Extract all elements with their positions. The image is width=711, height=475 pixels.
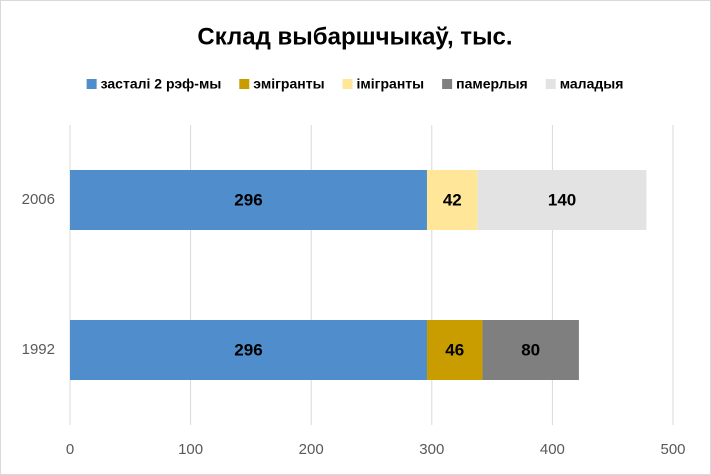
bar-segment (477, 170, 647, 230)
legend-label: эмігранты (253, 76, 324, 92)
legend-label: маладыя (560, 76, 624, 92)
legend-label: імігранты (357, 76, 425, 92)
data-label: 42 (443, 190, 462, 209)
data-label: 296 (234, 340, 262, 359)
y-tick-label: 1992 (22, 341, 55, 358)
y-tick-label: 2006 (22, 191, 55, 208)
bar-segment (482, 320, 579, 380)
data-label: 140 (548, 190, 576, 209)
x-tick-label: 200 (299, 441, 324, 458)
legend-swatch (342, 79, 353, 89)
legend-swatch (545, 79, 556, 89)
legend-swatch (86, 79, 97, 89)
x-tick-label: 400 (540, 441, 565, 458)
data-label: 80 (521, 340, 540, 359)
legend-label: засталі 2 рэф-мы (101, 76, 222, 92)
bar-segment (70, 170, 427, 230)
legend-label: памерлыя (456, 76, 528, 92)
bar-segment (426, 170, 478, 230)
chart-title: Склад выбаршчыкаў, тыс. (197, 23, 512, 50)
x-tick-label: 100 (178, 441, 203, 458)
data-label: 46 (445, 340, 464, 359)
legend-swatch (239, 79, 250, 89)
data-label: 296 (234, 190, 262, 209)
x-tick-label: 300 (419, 441, 444, 458)
legend-swatch (442, 79, 453, 89)
bar-segment (426, 320, 483, 380)
x-tick-label: 500 (660, 441, 685, 458)
x-tick-label: 0 (66, 441, 74, 458)
bar-segment (70, 320, 427, 380)
